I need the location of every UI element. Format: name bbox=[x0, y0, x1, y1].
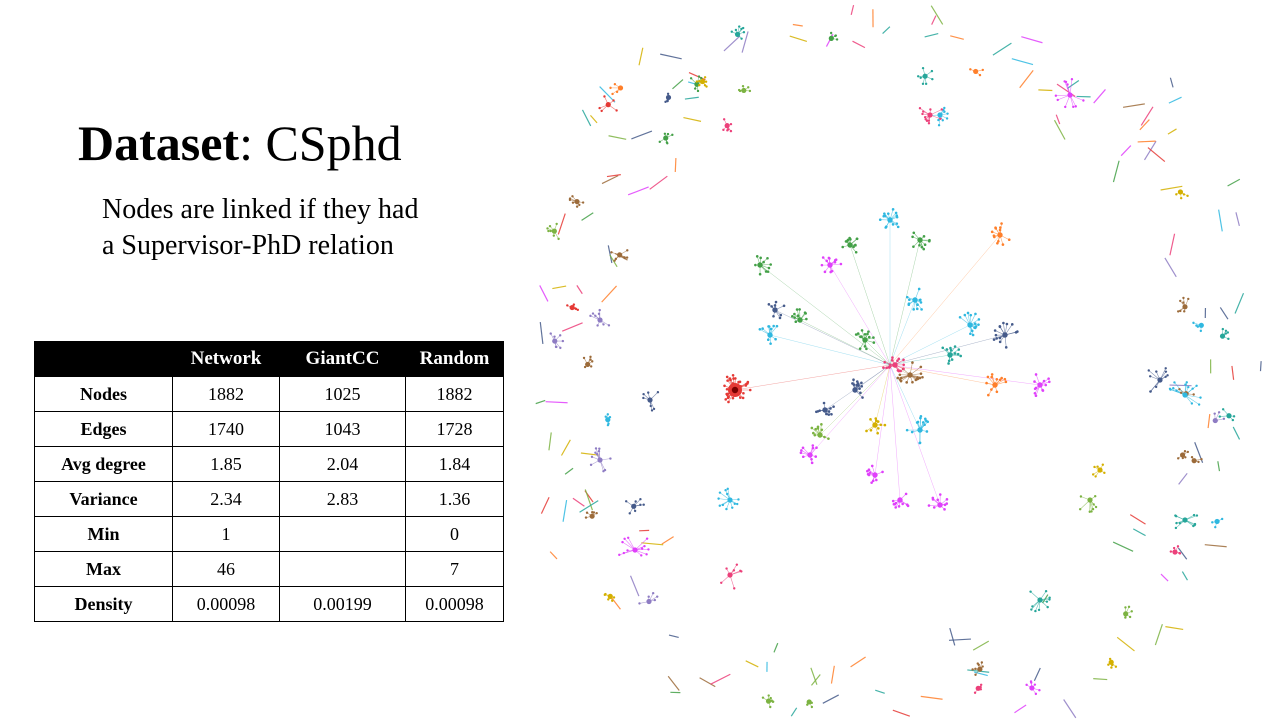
header-cell-empty bbox=[34, 341, 173, 377]
cell-random: 1728 bbox=[405, 411, 504, 447]
table-row: Min 1 0 bbox=[34, 516, 504, 552]
cell-giantcc bbox=[279, 516, 406, 552]
row-label: Min bbox=[34, 516, 173, 552]
slide-title: Dataset: CSphd bbox=[78, 112, 402, 174]
stats-table: Network GiantCC Random Nodes 1882 1025 1… bbox=[34, 341, 504, 622]
cell-random: 0 bbox=[405, 516, 504, 552]
cell-network: 1740 bbox=[172, 411, 280, 447]
cell-random: 7 bbox=[405, 551, 504, 587]
cell-giantcc: 0.00199 bbox=[279, 586, 406, 622]
slide-subtitle: Nodes are linked if they had a Superviso… bbox=[102, 194, 419, 261]
table-row: Density 0.00098 0.00199 0.00098 bbox=[34, 586, 504, 622]
title-rest: : CSphd bbox=[239, 115, 402, 171]
cell-network: 1 bbox=[172, 516, 280, 552]
row-label: Edges bbox=[34, 411, 173, 447]
cell-giantcc: 1043 bbox=[279, 411, 406, 447]
table-header-row: Network GiantCC Random bbox=[34, 341, 504, 377]
cell-network: 1882 bbox=[172, 376, 280, 412]
cell-giantcc: 2.04 bbox=[279, 446, 406, 482]
header-cell-network: Network bbox=[172, 341, 280, 377]
cell-giantcc: 2.83 bbox=[279, 481, 406, 517]
cell-giantcc bbox=[279, 551, 406, 587]
table-row: Max 46 7 bbox=[34, 551, 504, 587]
header-cell-giantcc: GiantCC bbox=[279, 341, 406, 377]
cell-network: 0.00098 bbox=[172, 586, 280, 622]
header-cell-random: Random bbox=[405, 341, 504, 377]
cell-giantcc: 1025 bbox=[279, 376, 406, 412]
cell-network: 46 bbox=[172, 551, 280, 587]
row-label: Avg degree bbox=[34, 446, 173, 482]
network-nodes bbox=[546, 25, 1236, 709]
cell-random: 1882 bbox=[405, 376, 504, 412]
table-row: Avg degree 1.85 2.04 1.84 bbox=[34, 446, 504, 482]
row-label: Variance bbox=[34, 481, 173, 517]
row-label: Density bbox=[34, 586, 173, 622]
title-bold: Dataset bbox=[78, 115, 240, 171]
table-row: Nodes 1882 1025 1882 bbox=[34, 376, 504, 412]
cell-network: 1.85 bbox=[172, 446, 280, 482]
network-graph-image bbox=[535, 5, 1262, 719]
cell-random: 1.84 bbox=[405, 446, 504, 482]
row-label: Max bbox=[34, 551, 173, 587]
cell-random: 1.36 bbox=[405, 481, 504, 517]
cell-random: 0.00098 bbox=[405, 586, 504, 622]
table-row: Variance 2.34 2.83 1.36 bbox=[34, 481, 504, 517]
table-row: Edges 1740 1043 1728 bbox=[34, 411, 504, 447]
row-label: Nodes bbox=[34, 376, 173, 412]
cell-network: 2.34 bbox=[172, 481, 280, 517]
